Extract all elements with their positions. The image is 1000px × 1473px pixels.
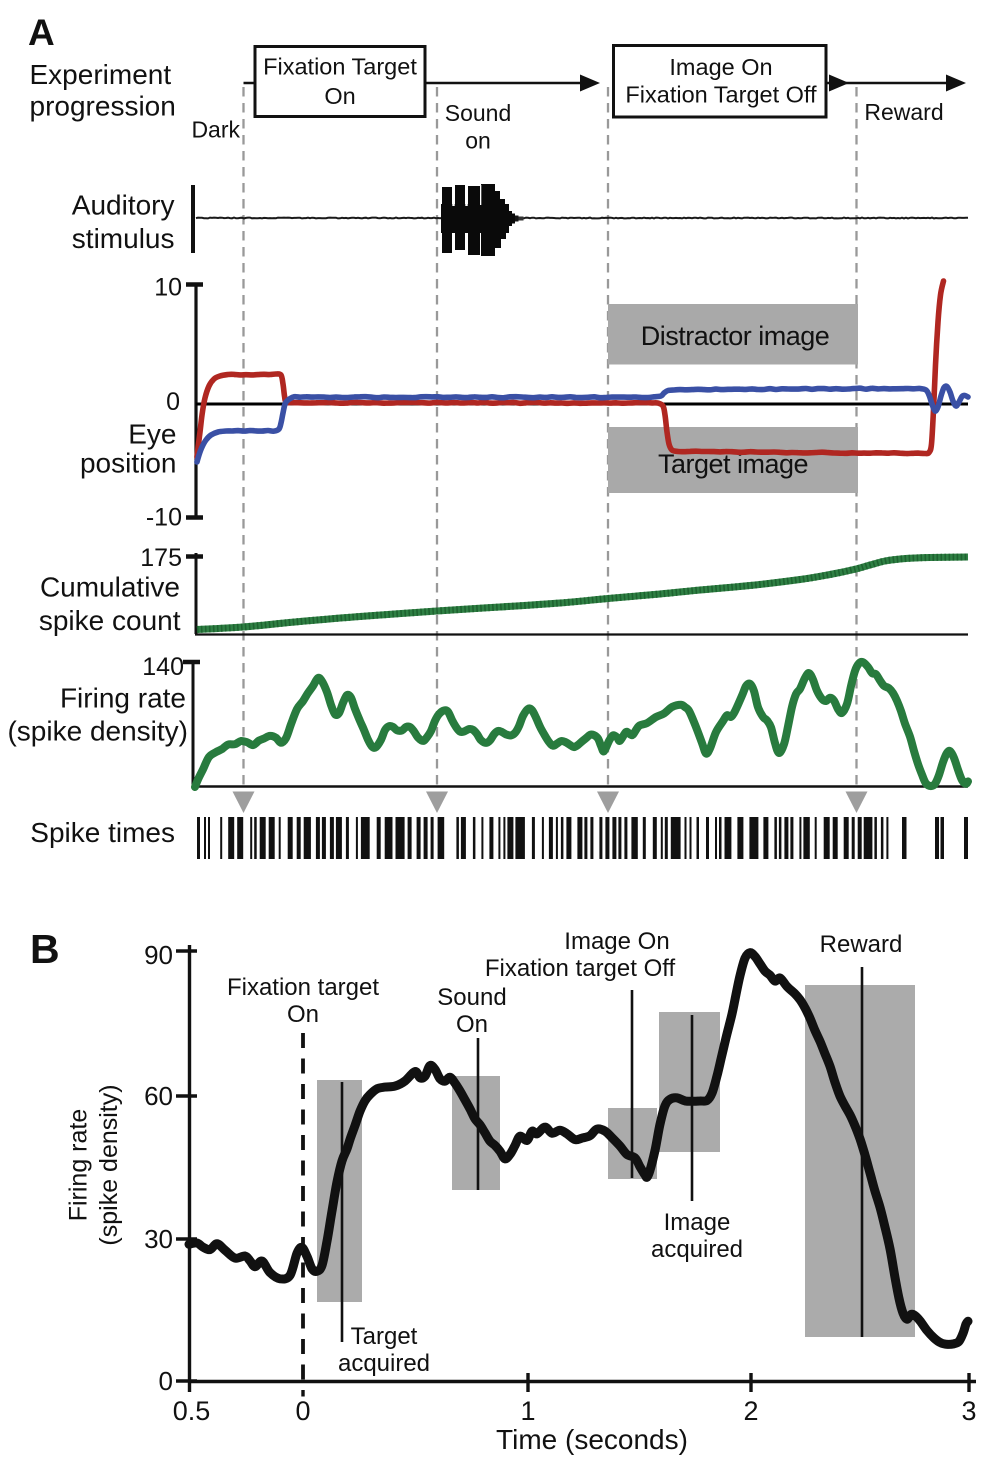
svg-text:(spike density): (spike density) bbox=[95, 1084, 123, 1245]
svg-text:Experiment: Experiment bbox=[30, 59, 172, 90]
svg-text:30: 30 bbox=[144, 1224, 173, 1254]
svg-text:10: 10 bbox=[154, 274, 182, 302]
svg-text:position: position bbox=[80, 448, 177, 479]
svg-text:spike count: spike count bbox=[39, 605, 181, 636]
svg-text:Image: Image bbox=[664, 1209, 731, 1236]
svg-text:Reward: Reward bbox=[820, 931, 903, 958]
svg-text:60: 60 bbox=[144, 1081, 173, 1111]
svg-text:Fixation target: Fixation target bbox=[227, 974, 379, 1001]
svg-text:Time (seconds): Time (seconds) bbox=[496, 1424, 688, 1455]
svg-text:A: A bbox=[28, 12, 55, 53]
svg-text:Auditory: Auditory bbox=[72, 190, 175, 221]
svg-text:-10: -10 bbox=[146, 504, 182, 532]
svg-text:Firing rate: Firing rate bbox=[65, 1109, 93, 1222]
svg-text:On: On bbox=[456, 1011, 488, 1038]
svg-text:1: 1 bbox=[520, 1396, 535, 1426]
svg-text:On: On bbox=[324, 83, 355, 109]
svg-text:Cumulative: Cumulative bbox=[40, 572, 180, 603]
svg-text:On: On bbox=[287, 1001, 319, 1028]
svg-text:140: 140 bbox=[142, 653, 184, 681]
svg-text:progression: progression bbox=[30, 91, 176, 122]
svg-text:Sound: Sound bbox=[437, 984, 506, 1011]
svg-text:Target: Target bbox=[351, 1323, 418, 1350]
svg-text:90: 90 bbox=[144, 940, 173, 970]
svg-text:0: 0 bbox=[159, 1366, 173, 1396]
svg-text:Fixation target Off: Fixation target Off bbox=[485, 955, 676, 982]
svg-text:Image On: Image On bbox=[669, 54, 772, 80]
svg-text:on: on bbox=[465, 128, 491, 154]
svg-text:3: 3 bbox=[961, 1396, 976, 1426]
svg-text:2: 2 bbox=[743, 1396, 758, 1426]
svg-text:(spike density): (spike density) bbox=[7, 716, 188, 747]
svg-text:Distractor image: Distractor image bbox=[641, 321, 830, 351]
svg-text:Fixation Target: Fixation Target bbox=[263, 54, 417, 80]
svg-text:Spike times: Spike times bbox=[30, 817, 175, 848]
svg-text:175: 175 bbox=[140, 544, 182, 572]
svg-text:Fixation Target Off: Fixation Target Off bbox=[625, 82, 817, 108]
svg-text:Firing rate: Firing rate bbox=[60, 683, 186, 714]
svg-text:Reward: Reward bbox=[864, 99, 943, 125]
svg-text:Dark: Dark bbox=[191, 117, 240, 143]
svg-text:0: 0 bbox=[166, 388, 180, 416]
svg-text:Sound: Sound bbox=[445, 100, 512, 126]
svg-text:Eye: Eye bbox=[128, 419, 176, 450]
svg-text:acquired: acquired bbox=[651, 1236, 743, 1263]
svg-text:0: 0 bbox=[295, 1396, 310, 1426]
svg-text:stimulus: stimulus bbox=[72, 223, 175, 254]
svg-text:B: B bbox=[30, 926, 60, 972]
svg-text:Image On: Image On bbox=[564, 928, 669, 955]
svg-text:acquired: acquired bbox=[338, 1350, 430, 1377]
svg-text:0.5: 0.5 bbox=[173, 1396, 211, 1426]
